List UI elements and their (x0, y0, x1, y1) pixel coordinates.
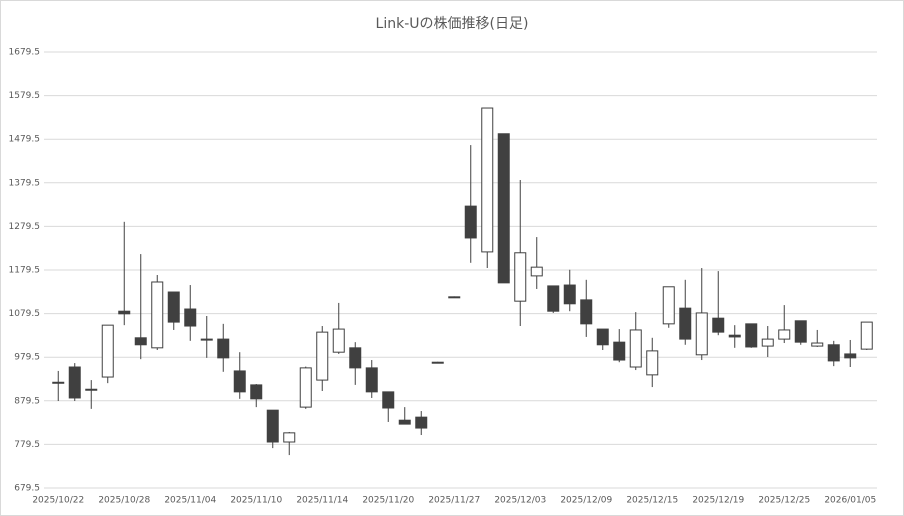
y-tick-label: 1279.5 (9, 222, 41, 232)
candle-body (184, 308, 197, 327)
chart-title: Link-Uの株価推移(日足) (376, 16, 529, 32)
candle-body (200, 338, 213, 341)
candle-body (613, 341, 626, 361)
candle-body (794, 320, 807, 343)
candle-body (85, 388, 98, 391)
x-tick-label: 2025/12/19 (692, 496, 744, 506)
candle-body (316, 331, 329, 381)
candle-body (167, 291, 180, 323)
candle-body (68, 366, 81, 399)
x-tick-label: 2025/11/10 (230, 496, 282, 506)
candle-body (118, 310, 131, 315)
candle-body (266, 409, 279, 443)
candle-body (695, 312, 708, 356)
candle-body (629, 329, 642, 368)
y-tick-label: 1679.5 (9, 48, 41, 58)
candle-body (728, 334, 741, 338)
candle-body (761, 338, 774, 347)
y-tick-label: 779.5 (14, 440, 40, 450)
x-tick-label: 2025/12/03 (494, 496, 546, 506)
candle-body (217, 338, 230, 359)
candle-body (827, 344, 840, 362)
x-tick-label: 2025/11/14 (296, 496, 348, 506)
x-tick-label: 2026/01/05 (824, 496, 876, 506)
candle-body (646, 350, 659, 376)
candle-body (530, 266, 543, 277)
candle-body (860, 321, 873, 350)
candle-body (134, 337, 147, 346)
candle-body (811, 342, 824, 347)
candle-body (497, 133, 510, 284)
y-tick-label: 1579.5 (9, 91, 41, 101)
candle-body (382, 391, 395, 409)
x-tick-label: 2025/12/09 (560, 496, 612, 506)
candle-body (844, 353, 857, 359)
candle-body (712, 317, 725, 333)
y-tick-label: 1479.5 (9, 135, 41, 145)
candle-body (299, 367, 312, 408)
candle-body (563, 284, 576, 305)
candle-body (250, 384, 263, 400)
y-tick-label: 1179.5 (9, 266, 41, 276)
candle-body (151, 281, 164, 349)
candle-body (431, 361, 444, 364)
candle-body (596, 328, 609, 346)
candle-body (481, 107, 494, 253)
y-tick-label: 1379.5 (9, 178, 41, 188)
candle-body (547, 285, 560, 312)
candle-body (580, 299, 593, 325)
candle-body (233, 370, 246, 393)
y-tick-label: 1079.5 (9, 309, 41, 319)
x-tick-label: 2025/11/27 (428, 496, 480, 506)
candle-body (415, 416, 428, 429)
candle-body (514, 252, 527, 302)
candle-body (101, 324, 114, 378)
x-tick-label: 2025/10/28 (98, 496, 150, 506)
y-tick-label: 679.5 (14, 484, 40, 494)
candle-body (778, 329, 791, 340)
candle-body (662, 286, 675, 325)
x-tick-label: 2025/12/15 (626, 496, 678, 506)
x-tick-label: 2025/11/20 (362, 496, 414, 506)
candle-body (365, 367, 378, 393)
x-tick-label: 2025/10/22 (32, 496, 84, 506)
candle-body (349, 347, 362, 369)
candle-body (464, 205, 477, 239)
x-tick-label: 2025/11/04 (164, 496, 216, 506)
candle-body (745, 323, 758, 348)
candle-body (283, 432, 296, 443)
candle-body (679, 307, 692, 340)
candle-body (332, 328, 345, 353)
candle-body (52, 381, 65, 384)
y-tick-label: 979.5 (14, 353, 40, 363)
x-tick-label: 2025/12/25 (758, 496, 810, 506)
candle-body (398, 419, 411, 425)
candle-body (448, 296, 461, 299)
y-tick-label: 879.5 (14, 396, 40, 406)
